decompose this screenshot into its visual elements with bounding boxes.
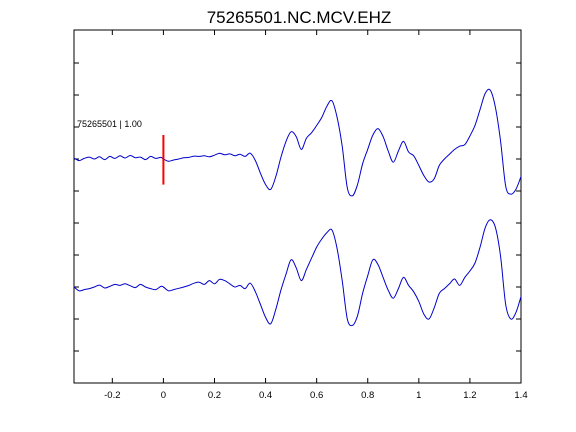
x-axis-ticks: -0.2 0 0.2 0.4 0.6 0.8 1 1.2 1.4 — [104, 30, 528, 401]
x-tick-label: 1 — [416, 390, 421, 401]
x-tick-label: 0.2 — [208, 390, 221, 401]
plot-area-frame — [73, 29, 522, 384]
waveform-trace-1 — [73, 88, 522, 197]
x-tick-label: 1.4 — [514, 390, 527, 401]
x-tick-label: 0.6 — [310, 390, 323, 401]
x-tick-label: 1.2 — [463, 390, 476, 401]
chart-title: 75265501.NC.MCV.EHZ — [207, 8, 392, 27]
x-tick-label: 0.8 — [361, 390, 374, 401]
y-axis-ticks — [74, 62, 521, 352]
pick-label: 75265501 | 1.00 — [77, 119, 142, 129]
x-tick-label: 0.4 — [259, 390, 272, 401]
x-tick-label: 0 — [161, 390, 166, 401]
x-tick-label: -0.2 — [104, 390, 120, 401]
waveform-traces — [73, 88, 522, 327]
waveform-trace-2 — [73, 219, 522, 327]
